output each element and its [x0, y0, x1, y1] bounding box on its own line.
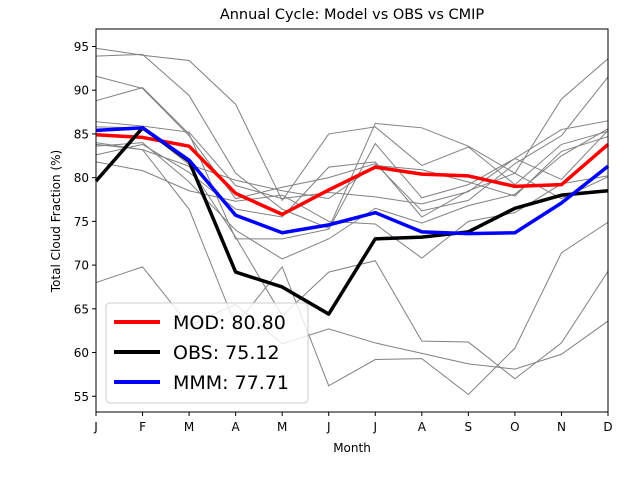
- legend-label-mmm: MMM: 77.71: [173, 372, 289, 394]
- chart-title: Annual Cycle: Model vs OBS vs CMIP: [220, 7, 485, 23]
- ensemble-line-11: [95, 142, 609, 396]
- legend-label-obs: OBS: 75.12: [173, 342, 280, 364]
- series-line-mmm: [95, 126, 610, 236]
- series-line-mod: [95, 133, 610, 217]
- y-tick-label: 90: [74, 84, 89, 98]
- legend-box: [105, 302, 309, 404]
- y-axis: 55 60 65 70 75 80 85 90 95: [74, 40, 96, 404]
- y-tick-label: 95: [74, 40, 89, 54]
- y-tick-label: 70: [74, 259, 89, 273]
- x-tick-label: F: [139, 420, 146, 434]
- ensemble-lines: [95, 47, 609, 396]
- y-tick-label: 85: [74, 127, 89, 141]
- x-tick-label: N: [557, 420, 566, 434]
- ensemble-line-8: [95, 143, 609, 218]
- x-tick-label: M: [277, 420, 287, 434]
- y-tick-label: 75: [74, 215, 89, 229]
- x-tick-label: J: [372, 420, 377, 434]
- x-axis-label: Month: [333, 441, 371, 455]
- ensemble-line-6: [95, 126, 609, 200]
- ensemble-line-12: [95, 143, 609, 380]
- x-tick-label: D: [603, 420, 612, 434]
- legend: MOD: 80.80 OBS: 75.12 MMM: 77.71: [105, 302, 309, 404]
- x-tick-label: J: [93, 420, 98, 434]
- plot-area-frame: [95, 28, 609, 413]
- ensemble-line-4: [95, 87, 609, 240]
- x-tick-label: O: [510, 420, 519, 434]
- legend-label-mod: MOD: 80.80: [173, 312, 286, 334]
- y-tick-label: 80: [74, 171, 89, 185]
- ensemble-line-5: [95, 121, 609, 205]
- x-tick-label: M: [184, 420, 194, 434]
- y-axis-label: Total Cloud Fraction (%): [49, 150, 63, 293]
- x-tick-label: J: [326, 420, 331, 434]
- y-tick-label: 60: [74, 346, 89, 360]
- y-tick-label: 55: [74, 390, 89, 404]
- x-tick-label: A: [232, 420, 241, 434]
- y-tick-label: 65: [74, 302, 89, 316]
- ensemble-line-2: [95, 53, 609, 230]
- ensemble-line-3: [95, 75, 609, 212]
- main-series-lines: [94, 126, 610, 316]
- x-tick-label: A: [418, 420, 427, 434]
- x-tick-label: S: [465, 420, 473, 434]
